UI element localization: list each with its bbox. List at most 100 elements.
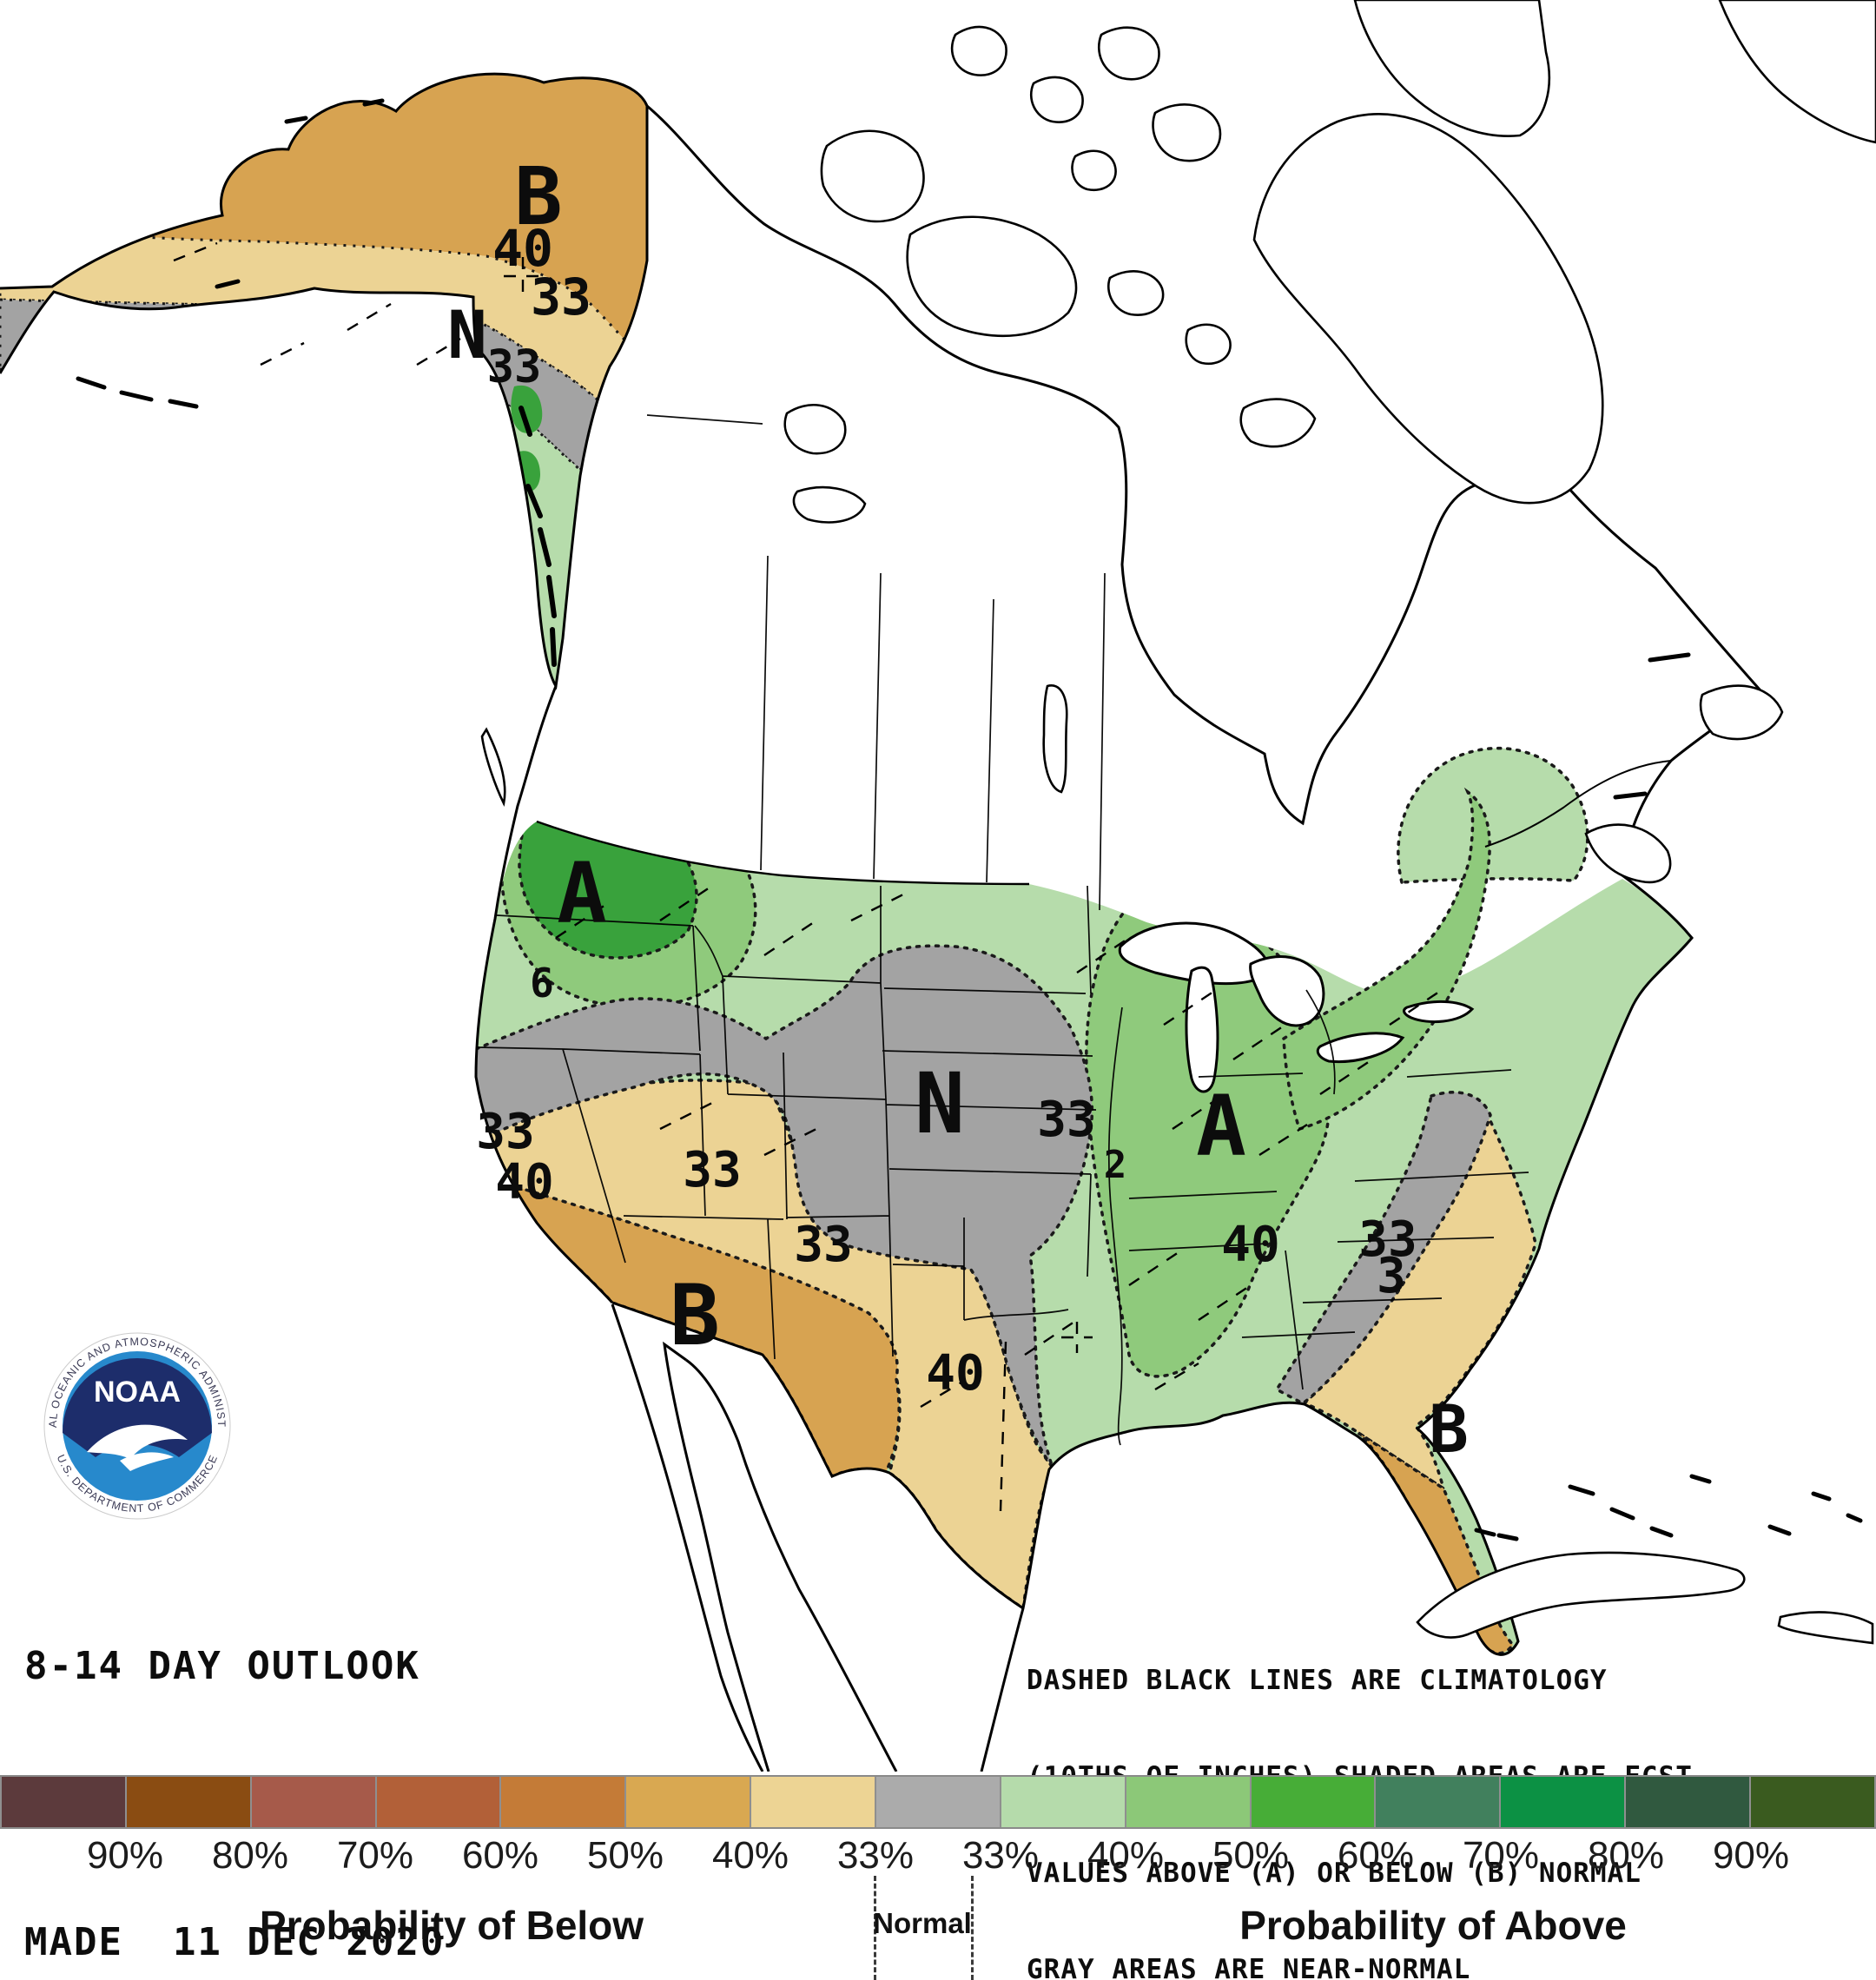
great-slave-lake xyxy=(792,485,867,524)
zone-below-40-southwest xyxy=(505,1182,901,1479)
legend-cell xyxy=(1126,1777,1252,1827)
legend-cell xyxy=(501,1777,627,1827)
legend-tick-label: 33% xyxy=(836,1834,915,1877)
legend-tick-label: 80% xyxy=(211,1834,289,1877)
legend-cell xyxy=(0,1777,127,1827)
baja-coastline xyxy=(611,1304,770,1772)
map-label: 40 xyxy=(495,1154,553,1211)
legend-cell xyxy=(626,1777,752,1827)
st-lawrence-line xyxy=(1484,760,1672,848)
map-label: 33 xyxy=(1037,1092,1095,1148)
legend-tick-label: 50% xyxy=(1212,1834,1290,1877)
legend-caption-below: Probability of Below xyxy=(259,1903,644,1948)
map-label: 33 xyxy=(531,267,591,327)
legend-cell xyxy=(251,1777,377,1827)
nova-scotia xyxy=(1584,823,1672,884)
map-label: 6 xyxy=(530,960,554,1006)
legend-tick-label: 50% xyxy=(586,1834,664,1877)
legend-tick-label: 70% xyxy=(1462,1834,1540,1877)
map-label: 33 xyxy=(794,1217,852,1273)
us-canada-border xyxy=(536,820,1030,886)
legend-caption-normal: Normal xyxy=(873,1907,972,1939)
legend-tick-label: 33% xyxy=(961,1834,1040,1877)
map-label: 33 xyxy=(683,1142,741,1198)
pacific-coastline xyxy=(474,685,614,1304)
noaa-logo-wordmark: NOAA xyxy=(94,1376,181,1409)
zone-above-33-quebec-patch xyxy=(1397,746,1589,884)
legend-color-bar xyxy=(0,1775,1876,1829)
legend-cell xyxy=(1501,1777,1627,1827)
legend-tick-label: 70% xyxy=(336,1834,414,1877)
map-label: 3 xyxy=(1377,1248,1406,1304)
conus-shading xyxy=(476,822,1692,1655)
noaa-logo: NOAA NATIONAL OCEANIC AND ATMOSPHERIC AD… xyxy=(43,1332,231,1520)
zone-near-normal-plains xyxy=(476,944,1094,1469)
notes-line: GRAY AREAS ARE NEAR-NORMAL xyxy=(1027,1954,1471,1980)
climatology-dashes xyxy=(173,241,1443,1512)
legend-cell xyxy=(376,1777,502,1827)
hispaniola-edge xyxy=(1777,1611,1874,1645)
lake-winnipeg xyxy=(1042,684,1068,794)
legend-cell xyxy=(751,1777,877,1827)
legend-tick-label: 90% xyxy=(86,1834,164,1877)
notes-line: VALUES ABOVE (A) OR BELOW (B) NORMAL xyxy=(1027,1858,1642,1889)
map-label: 2 xyxy=(1104,1143,1127,1187)
map-label: A xyxy=(557,845,607,942)
cuba xyxy=(1416,1551,1746,1639)
us-mexico-border xyxy=(611,1301,1024,1610)
title-line: 8-14 DAY OUTLOOK xyxy=(24,1644,420,1688)
map-label: B xyxy=(514,150,562,243)
map-label: B xyxy=(1429,1390,1469,1468)
lake-ontario xyxy=(1403,1000,1475,1024)
map-label: 33 xyxy=(1358,1211,1417,1268)
legend: 90% 80% 70% 60% 50% 40% 33% 33% 40% 50% 60% 70% 80% 9… xyxy=(0,1775,1876,1980)
greenland-corner xyxy=(1718,0,1876,144)
map-label: 33 xyxy=(487,341,542,393)
map-label: A xyxy=(1196,1078,1246,1175)
normal-dash-right xyxy=(971,1876,974,1980)
title-line: MADE 11 DEC 2020 xyxy=(24,1920,446,1964)
zone-near-normal-southeast xyxy=(1274,1091,1492,1406)
legend-cell xyxy=(126,1777,252,1827)
alaska-coastline xyxy=(0,72,649,690)
baffin-island xyxy=(1252,113,1604,505)
lake-erie xyxy=(1316,1032,1405,1064)
legend-tick-label: 60% xyxy=(1337,1834,1415,1877)
map-label: 40 xyxy=(1221,1217,1279,1273)
legend-cell xyxy=(1001,1777,1126,1827)
legend-caption-above: Probability of Above xyxy=(1239,1903,1627,1948)
map-label: N xyxy=(915,1055,965,1152)
zone-below-33-band xyxy=(476,1079,1055,1611)
map-label: B xyxy=(670,1267,720,1364)
alaska-shading xyxy=(0,74,647,687)
legend-tick-label: 90% xyxy=(1712,1834,1790,1877)
great-lakes xyxy=(1118,921,1475,1093)
noaa-logo-bird-icon xyxy=(87,1424,188,1471)
notes-line: DASHED BLACK LINES ARE CLIMATOLOGY xyxy=(1027,1665,1608,1696)
legend-tick-label: 40% xyxy=(1087,1834,1165,1877)
great-bear-lake xyxy=(783,403,847,455)
legend-cell xyxy=(1751,1777,1876,1827)
island-specks xyxy=(76,98,1863,1541)
map-label: N xyxy=(447,296,487,373)
newfoundland xyxy=(1699,684,1784,741)
legend-tick-label: 60% xyxy=(461,1834,539,1877)
legend-tick-label: 80% xyxy=(1587,1834,1665,1877)
map-label: 40 xyxy=(492,219,553,278)
legend-cell xyxy=(876,1777,1001,1827)
mexico-west-coastline xyxy=(685,1358,898,1772)
map-label: 40 xyxy=(926,1345,984,1402)
islands xyxy=(480,0,1876,1645)
state-borders xyxy=(477,414,1529,1446)
ak-panhandle-coast-texture xyxy=(519,406,557,667)
lake-huron xyxy=(1249,955,1325,1027)
legend-cell xyxy=(1251,1777,1377,1827)
zone-above-40-midwest xyxy=(1085,908,1331,1378)
legend-cell xyxy=(1626,1777,1752,1827)
legend-tick-label: 40% xyxy=(711,1834,789,1877)
map-label: 33 xyxy=(476,1104,534,1160)
lake-michigan xyxy=(1185,966,1219,1093)
